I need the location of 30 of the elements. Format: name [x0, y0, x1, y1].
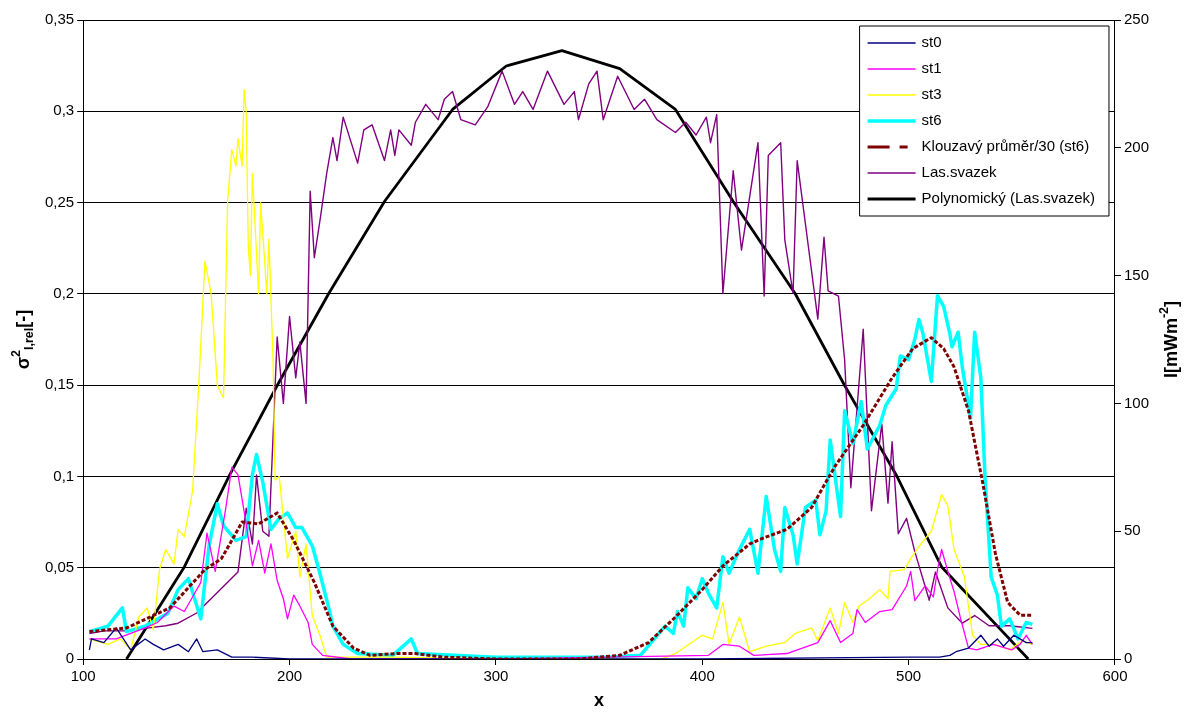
legend-label: Las.svazek: [921, 163, 998, 181]
legend-label: Polynomický (Las.svazek): [921, 189, 1095, 207]
y2-tick-label: 200: [1123, 137, 1149, 155]
x-tick-label: 400: [689, 667, 715, 685]
x-tick-label: 300: [483, 667, 509, 685]
legend-label: st0: [921, 33, 942, 51]
y2-tick-label: 0: [1123, 649, 1133, 667]
legend-label: st6: [921, 111, 942, 129]
y-tick-label: 0,1: [53, 466, 75, 484]
y-tick-label: 0,25: [44, 192, 75, 210]
y-tick-label: 0,05: [44, 557, 75, 575]
x-tick-label: 600: [1102, 667, 1128, 685]
legend-label: st3: [921, 85, 942, 103]
legend-label: st1: [921, 59, 942, 77]
x-tick-label: 200: [277, 667, 303, 685]
y-tick-label: 0: [65, 649, 75, 667]
y2-tick-label: 100: [1123, 393, 1149, 411]
y2-tick-label: 150: [1123, 265, 1149, 283]
x-tick-label: 100: [70, 667, 96, 685]
y-tick-label: 0,3: [53, 101, 75, 119]
y-axis-title: σ2I,rel[-]: [9, 309, 36, 370]
y2-tick-label: 250: [1123, 10, 1149, 28]
y2-tick-label: 50: [1123, 521, 1141, 539]
x-axis-title: x: [594, 689, 605, 710]
y-tick-label: 0,35: [44, 10, 75, 28]
y-tick-label: 0,15: [44, 375, 75, 393]
y2-axis-title: I[mWm-2]: [1157, 300, 1181, 379]
y-tick-label: 0,2: [53, 284, 75, 301]
x-tick-label: 500: [896, 667, 922, 685]
legend-label: Klouzavý průměr/30 (st6): [921, 137, 1090, 155]
